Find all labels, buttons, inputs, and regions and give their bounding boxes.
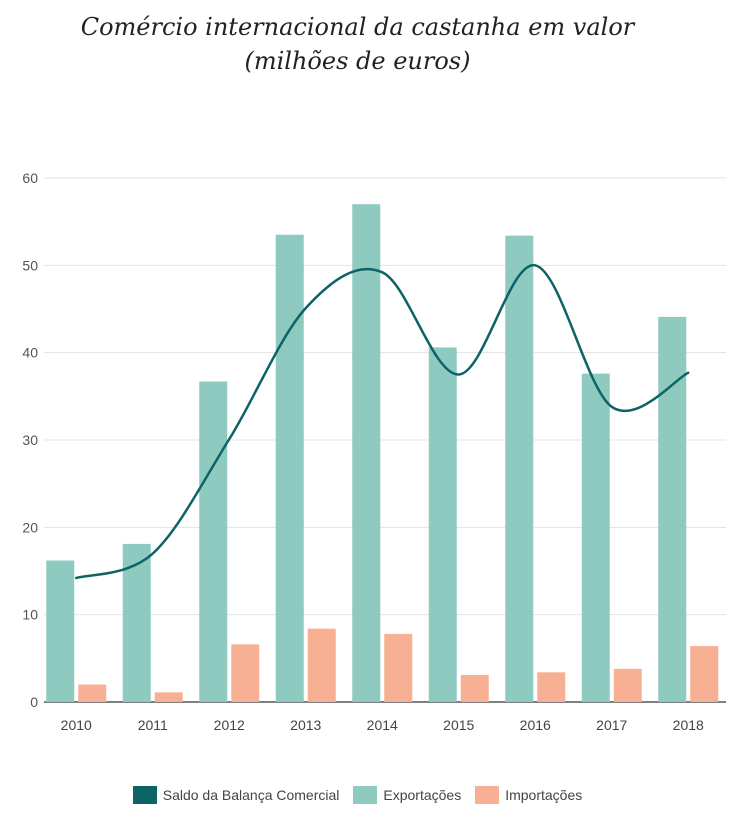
x-tick-label: 2016 <box>520 717 551 733</box>
chart-title: Comércio internacional da castanha em va… <box>0 10 715 78</box>
y-tick-label: 30 <box>22 432 38 448</box>
bar-exportacoes-2010[interactable] <box>46 560 75 702</box>
legend-label-saldo: Saldo da Balança Comercial <box>162 787 340 803</box>
bar-importacoes-2013[interactable] <box>307 628 336 702</box>
y-tick-label: 40 <box>22 345 38 361</box>
legend-label-importacoes: Importações <box>505 787 583 803</box>
legend: Saldo da Balança Comercial Exportações I… <box>0 786 715 804</box>
x-tick-label: 2013 <box>290 717 321 733</box>
y-tick-label: 50 <box>22 257 38 273</box>
x-tick-label: 2015 <box>443 717 474 733</box>
legend-swatch-importacoes <box>475 786 500 804</box>
x-tick-label: 2017 <box>596 717 627 733</box>
legend-item-importacoes[interactable]: Importações <box>475 786 582 804</box>
x-tick-label: 2012 <box>214 717 245 733</box>
bar-exportacoes-2018[interactable] <box>658 316 687 702</box>
y-tick-label: 20 <box>22 519 38 535</box>
bar-exportacoes-2014[interactable] <box>352 204 381 702</box>
bar-importacoes-2011[interactable] <box>154 692 183 702</box>
x-axis-ticks: 2010 2011 2012 2013 2014 2015 2016 2017 2018 <box>61 717 704 733</box>
bar-importacoes-2012[interactable] <box>231 644 260 702</box>
bar-importacoes-2015[interactable] <box>460 674 489 702</box>
bar-exportacoes-2012[interactable] <box>199 381 228 702</box>
legend-label-exportacoes: Exportações <box>383 787 462 803</box>
legend-swatch-saldo <box>132 786 157 804</box>
y-tick-label: 60 <box>22 170 38 186</box>
line-saldo[interactable] <box>75 264 690 580</box>
bar-exportacoes-2011[interactable] <box>122 543 151 702</box>
bar-importacoes-2014[interactable] <box>384 633 413 702</box>
legend-swatch-exportacoes <box>353 786 378 804</box>
bar-importacoes-2018[interactable] <box>690 646 719 702</box>
x-tick-label: 2011 <box>138 717 168 733</box>
bar-importacoes-2016[interactable] <box>537 672 566 702</box>
bar-importacoes-2010[interactable] <box>78 684 107 702</box>
bars <box>46 204 719 702</box>
chart-title-line-2: (milhões de euros) <box>244 47 471 75</box>
legend-item-saldo[interactable]: Saldo da Balança Comercial <box>132 786 340 804</box>
y-tick-label: 0 <box>30 694 38 710</box>
x-tick-label: 2018 <box>673 717 704 733</box>
bar-exportacoes-2017[interactable] <box>581 373 610 702</box>
bar-importacoes-2017[interactable] <box>613 668 642 702</box>
x-tick-label: 2014 <box>367 717 398 733</box>
bar-exportacoes-2013[interactable] <box>275 234 304 702</box>
y-tick-label: 10 <box>22 607 38 623</box>
bar-exportacoes-2016[interactable] <box>505 235 534 702</box>
x-tick-label: 2010 <box>61 717 92 733</box>
chart-title-line-1: Comércio internacional da castanha em va… <box>80 13 635 41</box>
balance-line <box>75 264 690 580</box>
y-axis-ticks: 0 10 20 30 40 50 60 <box>22 170 38 710</box>
bar-exportacoes-2015[interactable] <box>428 347 457 702</box>
legend-item-exportacoes[interactable]: Exportações <box>353 786 461 804</box>
